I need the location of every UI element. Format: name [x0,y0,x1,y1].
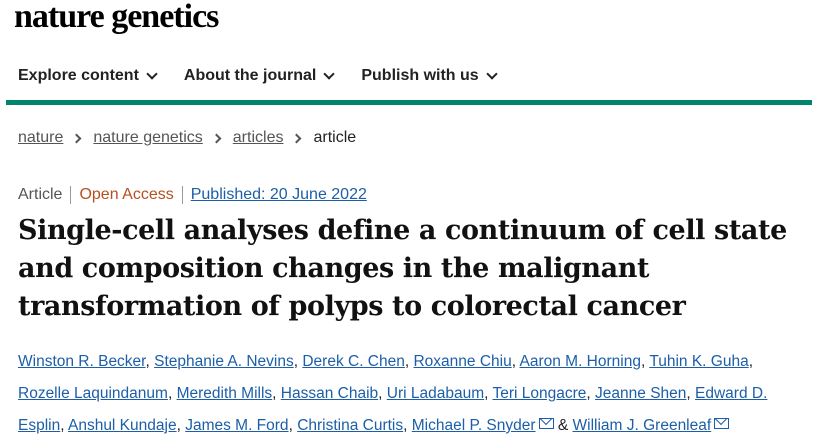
nav-explore-content-label: Explore content [18,67,139,84]
author-separator: , [748,353,753,370]
chevron-right-icon [71,133,82,143]
author-separator: , [511,353,520,370]
article-title: Single-cell analyses define a continuum … [18,215,787,322]
author-separator: , [272,385,281,402]
author-link[interactable]: Christina Curtis [297,417,404,434]
author-separator: , [484,385,493,402]
author-link[interactable]: Jeanne Shen [595,385,687,402]
author-link[interactable]: Winston R. Becker [18,353,146,370]
nav-publish-with-us-label: Publish with us [361,67,479,84]
nav-publish-with-us[interactable]: Publish with us [361,67,498,85]
author-separator: , [404,353,414,370]
author-separator: , [586,385,596,402]
author-link[interactable]: Aaron M. Horning [519,353,641,370]
author-separator: , [403,417,412,434]
author-link[interactable]: Roxanne Chiu [413,353,512,370]
author-link[interactable]: Rozelle Laquindanum [18,385,168,402]
breadcrumb-articles[interactable]: articles [232,129,284,146]
breadcrumb-current: article [313,129,357,146]
author-separator: , [293,353,303,370]
author-link[interactable]: Michael P. Snyder [411,417,536,434]
nav-about-journal-label: About the journal [183,67,317,84]
article-meta: Article Open Access Published: 20 June 2… [18,186,367,204]
author-link[interactable]: William J. Greenleaf [572,417,712,434]
author-separator: , [176,417,186,434]
chevron-down-icon [323,67,336,80]
author-separator: , [686,385,696,402]
chevron-down-icon [486,67,498,80]
chevron-right-icon [211,133,222,143]
author-link[interactable]: Derek C. Chen [302,353,405,370]
main-navigation: Explore content About the journal Publis… [18,64,524,88]
nav-about-journal[interactable]: About the journal [183,67,336,85]
chevron-right-icon [292,133,302,143]
open-access-badge: Open Access [79,186,174,203]
envelope-icon[interactable] [714,418,730,429]
author-link[interactable]: Stephanie A. Nevins [154,353,294,370]
author-link[interactable]: Teri Longacre [492,385,587,402]
author-link[interactable]: Uri Ladabaum [386,385,485,402]
envelope-icon[interactable] [538,418,554,429]
author-separator: , [640,353,650,370]
author-separator: , [60,417,68,434]
author-link[interactable]: Edward D. Esplin [18,385,768,434]
meta-divider [70,186,72,204]
published-date-link[interactable]: Published: 20 June 2022 [190,186,367,203]
author-separator: , [378,385,387,402]
author-link[interactable]: Tuhin K. Guha [649,353,749,370]
article-type: Article [18,186,63,203]
author-list: Winston R. Becker, Stephanie A. Nevins, … [18,346,808,442]
breadcrumb: nature nature genetics articles article [18,129,356,147]
author-separator: , [288,417,298,434]
breadcrumb-nature-genetics[interactable]: nature genetics [93,129,203,146]
nav-explore-content[interactable]: Explore content [18,67,158,85]
header-divider [6,100,812,105]
author-separator: , [145,353,155,370]
author-link[interactable]: Anshul Kundaje [67,417,177,434]
meta-divider [181,186,183,204]
journal-masthead[interactable]: nature genetics [14,0,219,35]
chevron-down-icon [146,67,158,80]
author-conjunction: & [553,417,573,434]
author-link[interactable]: Hassan Chaib [280,385,379,402]
author-link[interactable]: James M. Ford [185,417,289,434]
breadcrumb-nature[interactable]: nature [18,129,64,146]
author-separator: , [167,385,177,402]
author-link[interactable]: Meredith Mills [176,385,273,402]
